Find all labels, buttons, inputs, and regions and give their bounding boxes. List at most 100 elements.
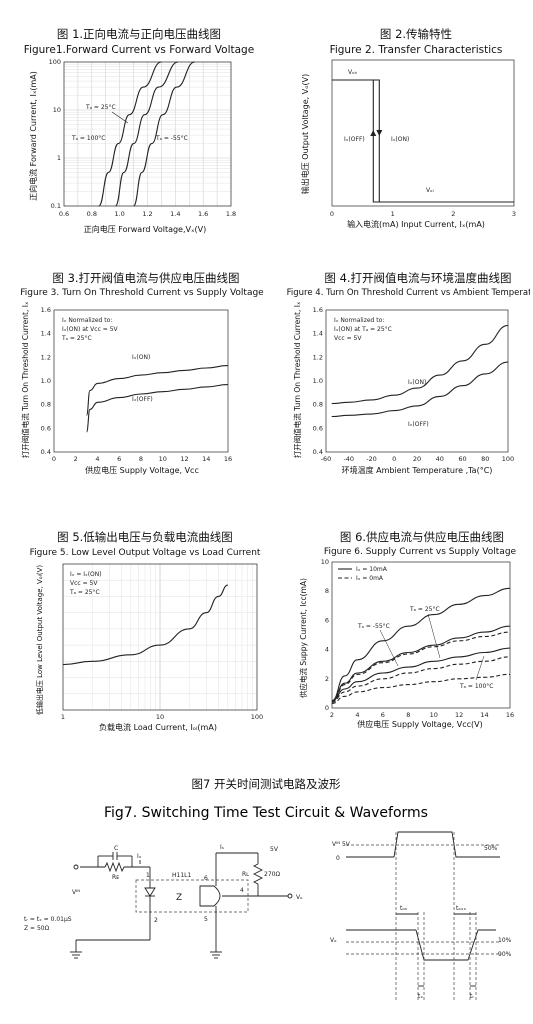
- x-tick-label: 0.8: [87, 210, 97, 218]
- vin-5v-label: Vᴵᴺ 5V: [332, 841, 351, 848]
- x-tick-label: 14: [480, 711, 488, 719]
- x-tick-label: 0: [330, 210, 334, 218]
- y-tick-label: 1.0: [41, 377, 51, 385]
- chart-title-cn: 图 2.传输特性: [380, 27, 452, 41]
- arrow-up: [370, 130, 377, 136]
- rl-value: 270Ω: [264, 871, 280, 878]
- x-tick-label: 8: [139, 455, 143, 463]
- x-tick-label: 1.2: [142, 210, 152, 218]
- arrow-down: [376, 130, 383, 136]
- x-tick-label: 10: [159, 455, 167, 463]
- chart-title: Figure 5. Low Level Output Voltage vs Lo…: [30, 548, 261, 558]
- y-tick-label: 6: [325, 616, 329, 624]
- y-tick-label: 1: [57, 154, 61, 162]
- x-tick-label: 100: [251, 713, 263, 721]
- legend-if-0ma: Iₓ = 0mA: [356, 575, 384, 582]
- legend-if-10ma: Iₓ = 10mA: [356, 566, 388, 573]
- tf-label: tₓ: [418, 993, 423, 1000]
- x-tick-label: 14: [202, 455, 210, 463]
- x-axis-label: 正向电压 Forward Voltage,Vₓ(V): [84, 224, 207, 234]
- label-if-on: Iₓ(ON): [408, 379, 426, 386]
- x-tick-label: 6: [381, 711, 385, 719]
- y-tick-label: 0: [325, 704, 329, 712]
- y-tick-label: 2: [325, 675, 329, 683]
- label-if-on: Iₓ(ON): [391, 136, 409, 143]
- x-axis-label: 供应电压 Supply Voltage, Vᴄᴄ(V): [357, 719, 482, 729]
- y-tick-label: 0.1: [51, 202, 61, 210]
- y-tick-label: 100: [49, 58, 61, 66]
- y-tick-label: 0.8: [41, 401, 51, 409]
- temp-curve-1: [331, 361, 509, 418]
- label-voh: Vₒₕ: [348, 69, 358, 76]
- supply-curve-3: [331, 631, 511, 703]
- label-if-off: Iₓ(OFF): [344, 136, 365, 143]
- chart-title-cn: 图 1.正向电流与正向电压曲线图: [57, 27, 221, 41]
- x-tick-label: 0: [52, 455, 56, 463]
- x-tick-label: 1: [61, 713, 65, 721]
- part-label: H11L1: [172, 872, 191, 879]
- label-25c: Tₐ = 25°C: [85, 104, 116, 111]
- label-minus55c: Tₐ = -55°C: [357, 623, 390, 630]
- leader-55c: [379, 629, 399, 667]
- label-if-on: Iₓ(ON): [132, 354, 150, 361]
- chart-title-cn: 图 6.供应电流与供应电压曲线图: [340, 530, 504, 544]
- note-3: Tₐ = 25°C: [69, 589, 100, 596]
- x-tick-label: 0: [392, 455, 396, 463]
- iv-curve-0: [98, 61, 162, 207]
- zero-label: 0: [336, 855, 340, 862]
- y-tick-label: 1.4: [313, 330, 323, 338]
- label-if-off: Iₓ(OFF): [408, 421, 429, 428]
- pin-1: 1: [146, 872, 150, 879]
- svg-text:Z: Z: [176, 893, 182, 903]
- figure-7: 图7 开关时间测试电路及波形 Fig7. Switching Time Test…: [24, 777, 512, 1000]
- vin-label: Vᴵᴺ: [72, 889, 80, 896]
- y-tick-label: 10: [53, 106, 61, 114]
- pin-5: 5: [204, 916, 208, 923]
- x-tick-label: 10: [156, 713, 164, 721]
- label-100c: Tₐ = 100°C: [459, 683, 494, 690]
- figure-5: 图 5.低输出电压与负载电流曲线图 Figure 5. Low Level Ou…: [30, 530, 264, 732]
- supply-curve-1: [331, 625, 511, 702]
- x-tick-label: 16: [506, 711, 514, 719]
- label-vol: Vₒₗ: [426, 187, 434, 194]
- y-axis-label: 供应电流 Suppy Current, Iᴄᴄ(mA): [298, 578, 308, 698]
- x-tick-label: 12: [455, 711, 463, 719]
- chart-title-cn: 图 3.打开阀值电流与供应电压曲线图: [52, 271, 239, 285]
- pin-6: 6: [204, 875, 208, 882]
- figure-2: 图 2.传输特性 Figure 2. Transfer Characterist…: [300, 27, 516, 229]
- pct90-label: 90%: [498, 951, 512, 958]
- y-tick-label: 4: [325, 646, 329, 654]
- note-1: Iₓ Normalized to:: [334, 317, 384, 324]
- x-tick-label: 16: [224, 455, 232, 463]
- x-tick-label: 1.8: [226, 210, 236, 218]
- x-tick-label: 4: [95, 455, 99, 463]
- vol-curve: [62, 584, 228, 666]
- x-axis-label: 环境温度 Ambient Temperature ,Ta(°C): [342, 465, 493, 475]
- rl-label: Rʟ: [242, 871, 249, 878]
- supply-curve-0: [331, 587, 511, 702]
- pct50-label: 50%: [484, 845, 498, 852]
- y-tick-label: 10: [321, 558, 329, 566]
- chart-title: Figure 2. Transfer Characteristics: [330, 44, 503, 56]
- label-if-off: Iₓ(OFF): [132, 396, 153, 403]
- threshold-curve-0: [86, 365, 229, 416]
- chart-title: Figure 3. Turn On Threshold Current vs S…: [20, 288, 264, 298]
- if-label: Iₓ: [137, 853, 142, 860]
- y-tick-label: 8: [325, 587, 329, 595]
- x-tick-label: 6: [117, 455, 121, 463]
- x-tick-label: 3: [512, 210, 516, 218]
- figure-1: 图 1.正向电流与正向电压曲线图 Figure1.Forward Current…: [24, 27, 254, 234]
- figure-4: 图 4.打开阀值电流与环境温度曲线图 Figure 4. Turn On Thr…: [287, 271, 530, 475]
- x-tick-label: 1: [391, 210, 395, 218]
- x-axis-label: 供应电压 Supply Voltage, Vᴄᴄ: [85, 465, 199, 475]
- x-tick-label: 40: [436, 455, 444, 463]
- y-tick-label: 0.4: [313, 448, 323, 456]
- x-tick-label: 60: [458, 455, 466, 463]
- transfer-on-curve: [332, 79, 514, 203]
- figure-6: 图 6.供应电流与供应电压曲线图 Figure 6. Supply Curren…: [298, 530, 517, 729]
- leader-25c: [427, 613, 441, 659]
- tr-label: tᵣ: [470, 993, 474, 1000]
- x-tick-label: -60: [321, 455, 332, 463]
- rise-fall-note: tᵣ = tₓ = 0.01μS: [24, 916, 72, 923]
- note-1: Iₓ Normalized to:: [62, 317, 112, 324]
